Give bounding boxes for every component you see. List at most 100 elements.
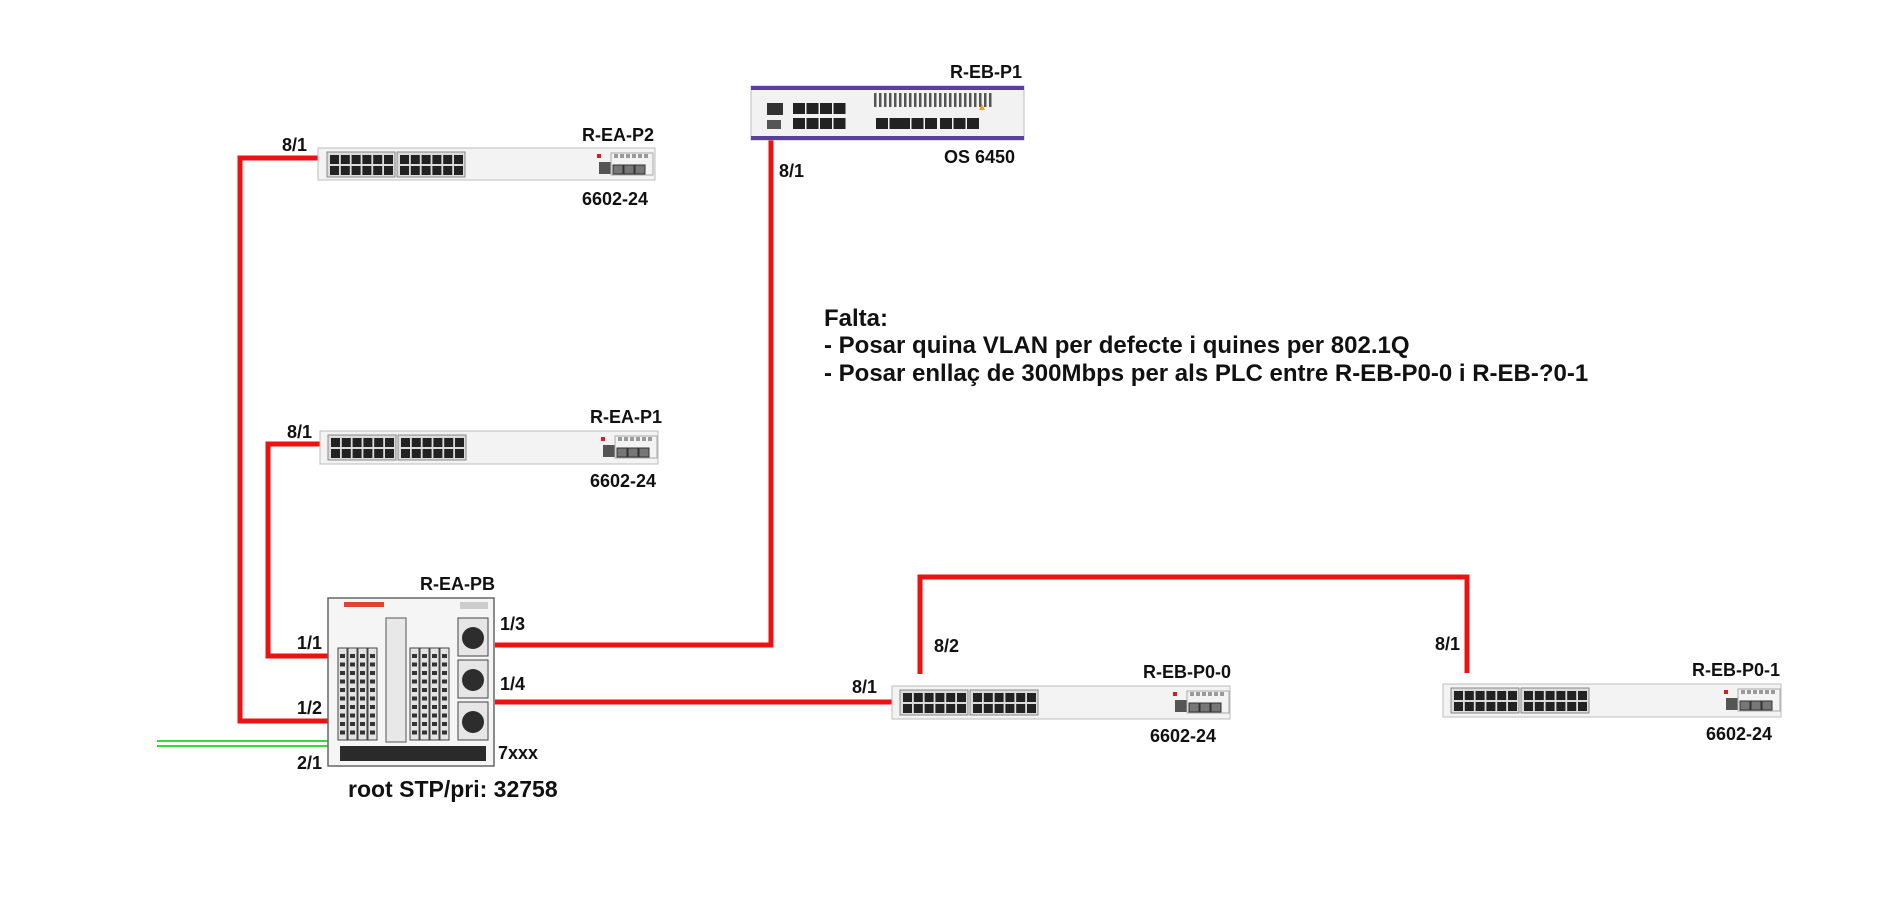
rj45-port [331, 449, 340, 458]
rj45-port [363, 438, 373, 447]
rj45-port [1454, 691, 1463, 700]
line-card [429, 647, 440, 741]
console-port [599, 162, 611, 174]
rj45-port [1578, 702, 1587, 711]
rj45-port [1508, 702, 1517, 711]
card-port [340, 662, 345, 667]
switch-r-ea-p2[interactable] [317, 147, 656, 181]
card-port [432, 662, 437, 667]
port [925, 118, 937, 129]
status-led [1173, 692, 1177, 696]
module-bay [1724, 688, 1781, 712]
rj45-port [1545, 691, 1555, 700]
card-port [340, 730, 345, 735]
card-port [412, 705, 417, 709]
switch-r-ea-p1[interactable] [319, 430, 659, 465]
led [638, 154, 642, 158]
led [626, 154, 630, 158]
port-label-1-1: 1/1 [297, 633, 322, 653]
rj45-port [433, 449, 443, 458]
card-port [442, 705, 447, 709]
rj45-port [454, 155, 463, 164]
rj45-port [1508, 691, 1517, 700]
rj45-port [924, 693, 934, 702]
sfp-port [1210, 702, 1222, 713]
vent-slot [884, 93, 887, 107]
led [1208, 692, 1212, 696]
rj45-port [351, 155, 361, 164]
card-port [370, 662, 375, 667]
link-pb-1-3-to-eb-p1 [495, 140, 774, 648]
rj45-port [411, 438, 421, 447]
rj45-port [455, 438, 464, 447]
led [618, 437, 622, 441]
rj45-port [1578, 691, 1587, 700]
rj45-port [330, 155, 339, 164]
vent-grille [874, 93, 992, 107]
sfp-port [616, 447, 628, 458]
port-label-2-1: 2/1 [297, 753, 322, 773]
rj45-port [1524, 691, 1533, 700]
rj45-port [443, 166, 453, 175]
power-supplies [457, 617, 489, 741]
switch-r-eb-p1[interactable] [750, 85, 1025, 141]
card-port [412, 654, 417, 658]
switch-r-eb-p0-1[interactable] [1442, 683, 1782, 718]
vent-slot [899, 93, 902, 107]
sfp-port [1739, 700, 1751, 711]
port-label-r-ea-p2: 8/1 [282, 135, 307, 155]
usb-port [767, 120, 781, 129]
rj45-port [422, 449, 432, 458]
device-model-r-ea-p1: 6602-24 [590, 471, 656, 491]
rj45-port [385, 438, 394, 447]
rj45-port [946, 693, 956, 702]
rj45-port [340, 155, 350, 164]
card-port [370, 679, 375, 684]
rj45-port [1497, 702, 1507, 711]
rj45-port [374, 449, 384, 458]
module-frame [610, 152, 654, 176]
led [632, 154, 636, 158]
psu-fan [462, 627, 484, 649]
led [1747, 690, 1751, 694]
line-card [367, 647, 378, 741]
port-label-1-4: 1/4 [500, 674, 525, 694]
rj45-port [1497, 691, 1507, 700]
card-port [360, 713, 365, 718]
uplink-2-1 [157, 740, 328, 747]
todo-notes: Falta: - Posar quina VLAN per defecte i … [824, 305, 1588, 387]
rj45-port [374, 438, 384, 447]
rj45-port [1534, 691, 1544, 700]
notes-title: Falta: [824, 305, 888, 332]
sfp-bank-2 [898, 118, 937, 129]
vent-slot [954, 93, 957, 107]
rj45-port [421, 166, 431, 175]
card-port [432, 671, 437, 675]
rj45-port [1567, 691, 1577, 700]
card-port [340, 705, 345, 709]
rj45-port [401, 438, 410, 447]
status-led [601, 437, 605, 441]
sfp-port [634, 164, 646, 175]
card-port [350, 730, 355, 735]
card-port [412, 730, 417, 735]
rj45-port [994, 704, 1004, 713]
rj45-port [352, 449, 362, 458]
sfp-port [627, 447, 639, 458]
chassis-badge [460, 602, 488, 609]
card-port [340, 679, 345, 684]
rj45-port [422, 438, 432, 447]
rj45-port [946, 704, 956, 713]
rj45-port [363, 449, 373, 458]
led [614, 154, 618, 158]
card-port [432, 696, 437, 701]
port [911, 118, 924, 129]
card-port [350, 722, 355, 726]
chassis-r-ea-pb[interactable] [327, 597, 495, 767]
card-port [370, 705, 375, 709]
rj45-port [973, 704, 982, 713]
switch-r-eb-p0-0[interactable] [891, 685, 1231, 720]
port-bank-bottom [793, 118, 846, 129]
rj45-port [1016, 704, 1026, 713]
